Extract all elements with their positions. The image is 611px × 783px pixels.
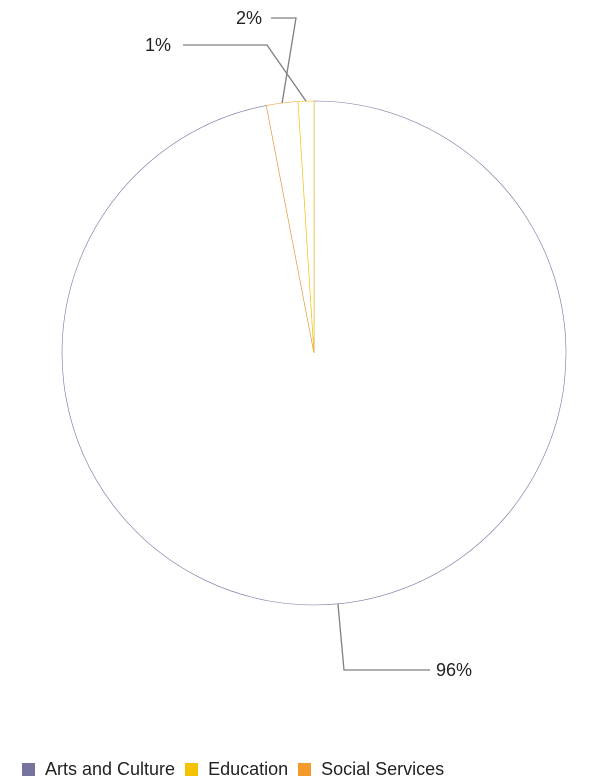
- leader-line: [271, 17, 297, 104]
- pie-chart: 96% 2% 1%: [61, 8, 567, 680]
- pie-slices: [61, 100, 567, 606]
- legend-swatch: [185, 762, 199, 776]
- slice-label: 2%: [236, 8, 262, 28]
- legend-item-arts-and-culture[interactable]: Arts and Culture: [22, 759, 175, 780]
- legend-label: Education: [208, 758, 289, 779]
- slice-labels: 96% 2% 1%: [145, 8, 472, 680]
- leader-line: [183, 44, 307, 102]
- legend-label: Social Services: [321, 758, 445, 779]
- legend-swatch: [22, 762, 35, 776]
- leader-line: [337, 603, 430, 671]
- legend-swatch: [298, 762, 312, 776]
- legend-item-education[interactable]: Education: [185, 759, 288, 780]
- legend-label: Arts and Culture: [45, 758, 176, 779]
- slice-label: 96%: [436, 660, 472, 680]
- legend-item-social-services[interactable]: Social Services: [298, 759, 444, 780]
- slice-label: 1%: [145, 35, 171, 55]
- legend: Arts and Culture Education Social Servic…: [22, 758, 454, 780]
